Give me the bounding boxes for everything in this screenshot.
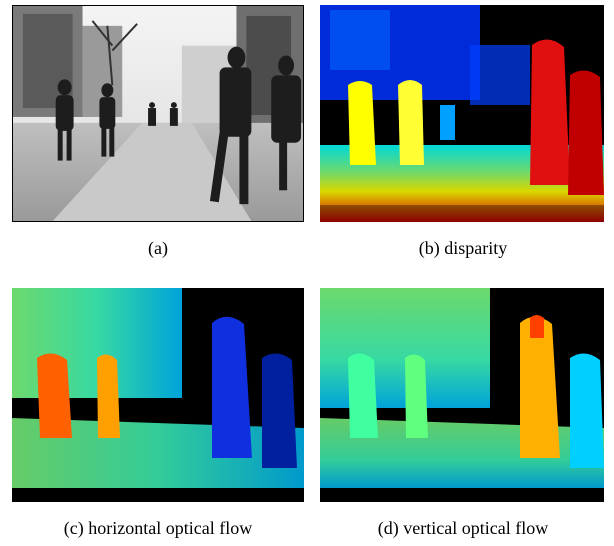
disparity-panel [320,5,604,222]
vertical-flow-panel [320,288,604,502]
vertical-flow-map [320,288,604,502]
caption-a: (a) [148,238,168,258]
street-photo [13,6,303,221]
horizontal-flow-map [12,288,304,502]
disparity-map [320,5,604,222]
caption-c: (c) horizontal optical flow [63,518,253,538]
caption-b: (b) disparity [418,238,508,258]
photo-panel [12,5,304,222]
horizontal-flow-panel [12,288,304,502]
caption-d: (d) vertical optical flow [377,518,549,538]
